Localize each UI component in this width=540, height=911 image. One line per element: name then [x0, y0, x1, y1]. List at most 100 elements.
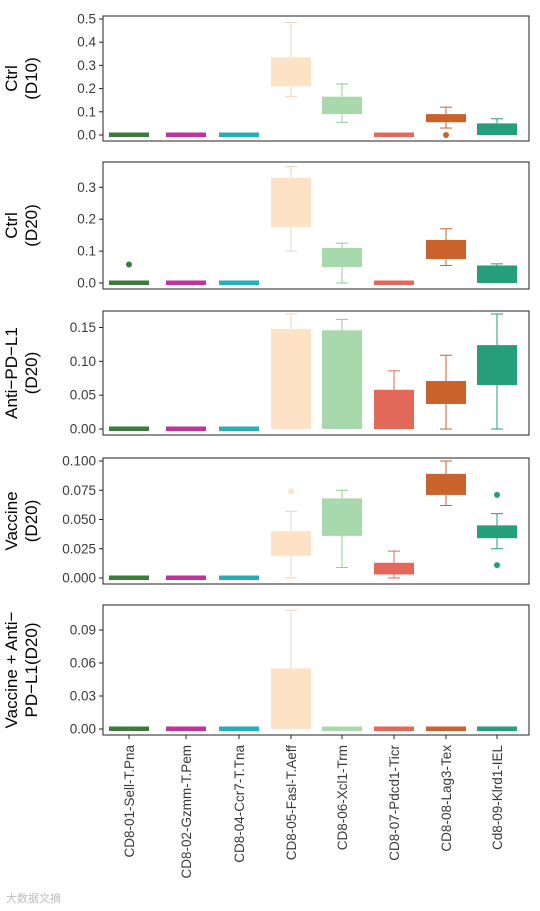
box-CD8-07-Pdcd1-Ticr — [374, 370, 414, 429]
box-body — [322, 330, 362, 429]
box-body — [426, 114, 466, 123]
x-category-label: CD8-04-Ccr7-T.Tna — [232, 745, 247, 863]
row-label-line: Vaccine — [2, 491, 21, 550]
box-body — [166, 726, 206, 731]
y-tick-label: 0.10 — [70, 354, 96, 369]
box-CD8-08-Lag3-Tex — [426, 228, 466, 266]
box-body — [374, 132, 414, 137]
box-CD8-08-Lag3-Tex — [426, 106, 466, 138]
box-CD8-06-Xcl1-Trm — [322, 489, 362, 568]
box-CD8-06-Xcl1-Trm — [322, 83, 362, 123]
box-body — [322, 726, 362, 731]
y-tick-label: 0.050 — [62, 512, 96, 527]
box-body — [109, 575, 149, 580]
box-CD8-08-Lag3-Tex — [426, 460, 466, 506]
box-body — [426, 239, 466, 260]
y-tick-label: 0.0 — [77, 128, 96, 143]
box-body — [271, 57, 311, 87]
box-Cd8-09-Klrd1-IEL — [477, 263, 517, 283]
box-body — [109, 280, 149, 285]
row-label-line: (D20) — [22, 500, 41, 543]
y-tick-label: 0.2 — [77, 212, 96, 227]
box-body — [271, 668, 311, 729]
x-category-label: CD8-02-Gzmm-T.Pem — [179, 745, 194, 879]
box-Cd8-09-Klrd1-IEL — [477, 491, 517, 569]
box-CD8-04-Ccr7-T.Tna — [219, 426, 259, 431]
panel-row-label: Anti−PD−L1(D20) — [2, 327, 41, 419]
y-tick-label: 0.05 — [70, 388, 96, 403]
box-body — [271, 177, 311, 228]
box-CD8-06-Xcl1-Trm — [322, 318, 362, 429]
box-CD8-02-Gzmm-T.Pem — [166, 426, 206, 431]
y-tick-label: 0.025 — [62, 541, 96, 556]
watermark: 大数据文摘 — [6, 892, 61, 905]
box-Cd8-09-Klrd1-IEL — [477, 726, 517, 731]
row-label-line: (D10) — [22, 57, 41, 100]
box-CD8-07-Pdcd1-Ticr — [374, 132, 414, 137]
box-CD8-01-Sell-T.Pna — [109, 132, 149, 137]
panel-1: 0.0 0.1 0.2 0.3 0.4 0.5 Ctrl(D10) — [2, 12, 530, 143]
box-CD8-08-Lag3-Tex — [426, 726, 466, 731]
box-CD8-05-Fasl-T.Aeff — [271, 488, 311, 579]
box-body — [271, 531, 311, 556]
box-body — [109, 132, 149, 137]
box-body — [477, 123, 517, 135]
row-label-line: Vaccine + Anti− — [2, 611, 21, 728]
y-tick-label: 0.09 — [70, 623, 96, 638]
panel-frame — [102, 15, 530, 142]
box-body — [477, 525, 517, 539]
box-CD8-07-Pdcd1-Ticr — [374, 550, 414, 579]
box-CD8-08-Lag3-Tex — [426, 354, 466, 430]
row-label-line: Ctrl — [2, 212, 21, 238]
y-tick-label: 0.4 — [77, 35, 96, 50]
row-label-line: (D20) — [22, 204, 41, 247]
panel-frame — [102, 457, 530, 585]
panel-3: 0.00 0.05 0.10 0.15 Anti−PD−L1(D20) — [2, 310, 530, 437]
x-category-label: CD8-07-Pdcd1-Ticr — [387, 744, 402, 860]
box-CD8-05-Fasl-T.Aeff — [271, 313, 311, 429]
box-CD8-02-Gzmm-T.Pem — [166, 726, 206, 731]
box-Cd8-09-Klrd1-IEL — [477, 118, 517, 135]
box-CD8-05-Fasl-T.Aeff — [271, 609, 311, 729]
outlier-point — [494, 562, 500, 569]
box-CD8-06-Xcl1-Trm — [322, 726, 362, 731]
outlier-point — [288, 488, 294, 495]
box-body — [477, 265, 517, 283]
box-body — [219, 280, 259, 285]
box-body — [166, 280, 206, 285]
box-body — [477, 726, 517, 731]
box-body — [477, 345, 517, 386]
panel-2: 0.0 0.1 0.2 0.3 Ctrl(D20) — [2, 161, 530, 291]
x-category-label: CD8-05-Fasl-T.Aeff — [284, 745, 299, 861]
x-category-label: CD8-08-Lag3-Tex — [439, 745, 454, 852]
box-body — [374, 280, 414, 285]
box-body — [219, 426, 259, 431]
panel-row-label: Vaccine + Anti−PD−L1(D20) — [2, 611, 41, 728]
row-label-line: Ctrl — [2, 65, 21, 91]
box-CD8-04-Ccr7-T.Tna — [219, 575, 259, 580]
row-label-line: (D20) — [22, 352, 41, 395]
box-body — [374, 389, 414, 429]
outlier-point — [494, 491, 500, 498]
y-tick-label: 0.15 — [70, 320, 96, 335]
y-tick-label: 0.1 — [77, 104, 96, 119]
y-tick-label: 0.06 — [70, 656, 96, 671]
outlier-point — [126, 261, 132, 268]
y-tick-label: 0.2 — [77, 81, 96, 96]
x-category-label: CD8-01-Sell-T.Pna — [122, 745, 137, 858]
y-tick-label: 0.000 — [62, 571, 96, 586]
y-tick-label: 0.03 — [70, 689, 96, 704]
box-CD8-04-Ccr7-T.Tna — [219, 132, 259, 137]
box-body — [426, 380, 466, 404]
y-tick-label: 0.00 — [70, 722, 96, 737]
box-body — [109, 426, 149, 431]
y-tick-label: 0.1 — [77, 244, 96, 259]
box-CD8-01-Sell-T.Pna — [109, 575, 149, 580]
box-body — [166, 426, 206, 431]
x-category-label: Cd8-09-Klrd1-IEL — [490, 745, 505, 851]
box-CD8-07-Pdcd1-Ticr — [374, 280, 414, 285]
box-CD8-05-Fasl-T.Aeff — [271, 166, 311, 252]
box-body — [166, 575, 206, 580]
box-body — [219, 575, 259, 580]
